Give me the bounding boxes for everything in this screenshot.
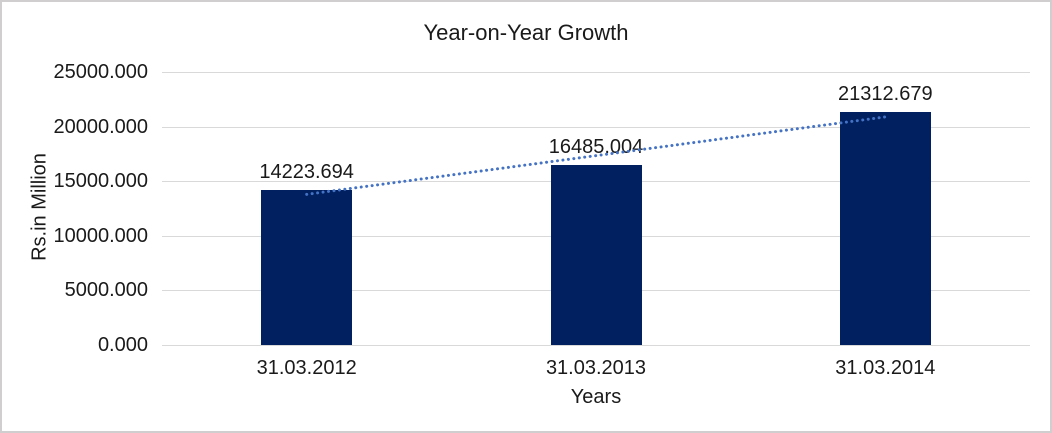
y-tick-label: 0.000 (97, 334, 148, 356)
y-tick-label: 5000.000 (64, 279, 148, 302)
bar (550, 164, 642, 345)
y-tick-label: 20000.000 (53, 115, 148, 138)
y-tick-label: 15000.000 (53, 170, 148, 193)
bar (839, 112, 931, 345)
chart-title: Year-on-Year Growth (423, 20, 629, 45)
bar-value-label: 16485.004 (548, 135, 644, 158)
bar-value-label: 21312.679 (838, 83, 933, 106)
bar (261, 189, 353, 345)
y-tick-label: 10000.000 (53, 224, 148, 247)
y-tick-label: 25000.000 (53, 61, 148, 83)
gridline (162, 72, 1030, 73)
x-tick-label: 31.03.2012 (256, 357, 357, 379)
x-tick-label: 31.03.2014 (835, 357, 936, 379)
gridline (162, 345, 1030, 346)
x-axis-title: Years (570, 386, 622, 408)
bar-value-label: 14223.694 (259, 160, 354, 183)
x-tick-label: 31.03.2013 (545, 357, 647, 379)
